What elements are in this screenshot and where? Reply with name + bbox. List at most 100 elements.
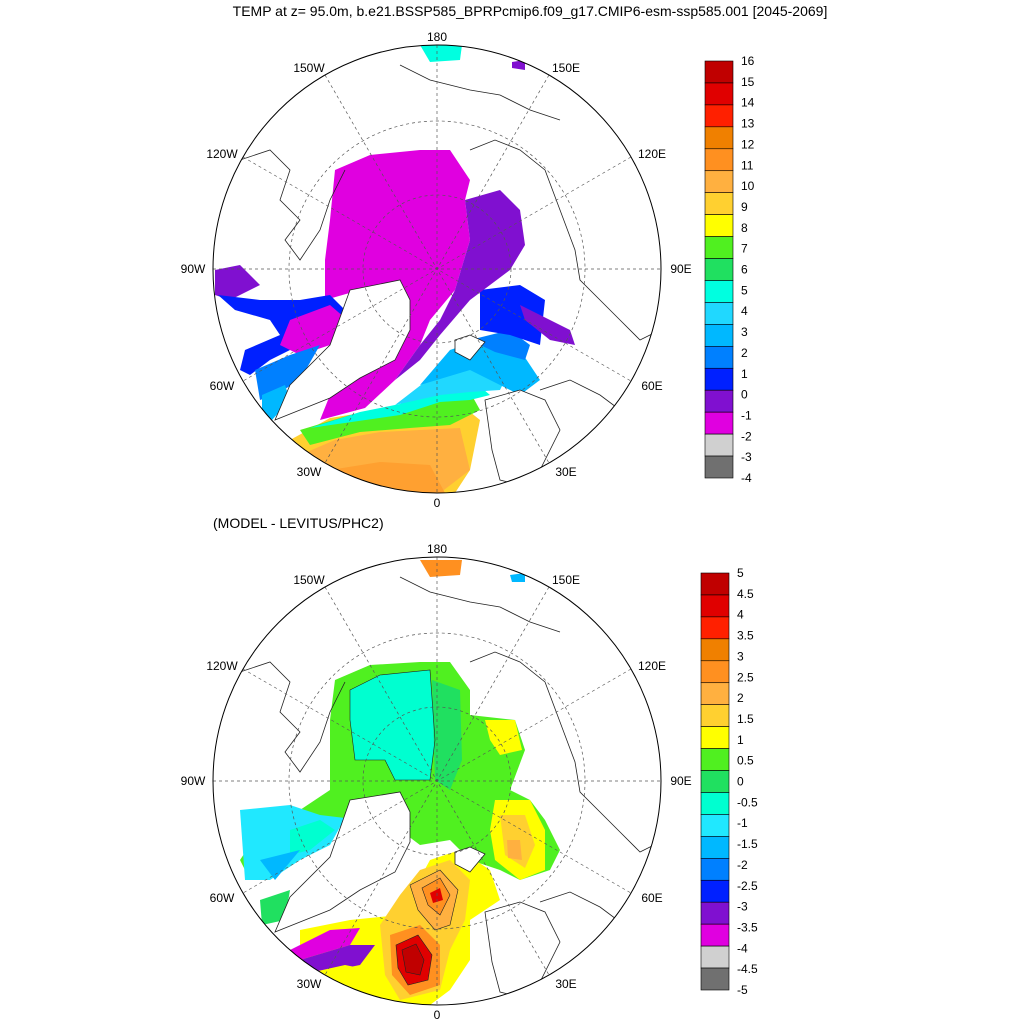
- colorbar-label: -2: [741, 429, 752, 443]
- lon-label: 180: [427, 30, 447, 44]
- colorbar-swatch: [700, 704, 730, 727]
- colorbar-label: 6: [741, 263, 748, 277]
- lon-label: 60W: [210, 379, 235, 393]
- panel-diff: (MODEL - LEVITUS/PHC2): [181, 515, 758, 1022]
- lon-label: 0: [434, 1008, 441, 1022]
- colorbar-label: -2.5: [737, 879, 758, 893]
- colorbar-swatch: [700, 814, 730, 837]
- colorbar-swatch: [700, 748, 730, 771]
- lon-label: 150W: [293, 61, 325, 75]
- lon-label: 60W: [210, 891, 235, 905]
- colorbar-swatch: [700, 879, 730, 903]
- colorbar-label: 0.5: [737, 754, 754, 768]
- lon-label: 60E: [641, 379, 662, 393]
- colorbar-label: -5: [737, 983, 748, 997]
- colorbar-swatch: [704, 302, 734, 325]
- map-boundary-diff: [212, 556, 662, 1006]
- colorbar-label: 0: [741, 388, 748, 402]
- colorbar-label: 10: [741, 179, 755, 193]
- colorbar-label: 16: [741, 54, 755, 68]
- colorbar-swatch: [704, 346, 734, 369]
- colorbar-label: 7: [741, 242, 748, 256]
- colorbar-label: 1: [737, 733, 744, 747]
- lon-label: 90E: [670, 262, 691, 276]
- colorbar-label: 1.5: [737, 712, 754, 726]
- map-field-model: [215, 45, 575, 493]
- colorbar-label: 2: [737, 691, 744, 705]
- colorbar-label: 3: [741, 325, 748, 339]
- map-field-diff: [240, 560, 561, 1005]
- colorbar-label: 1: [741, 367, 748, 381]
- colorbar-label: -1: [737, 816, 748, 830]
- colorbar-swatch: [700, 616, 730, 640]
- colorbar-swatch: [700, 594, 730, 618]
- colorbar-swatch: [704, 60, 734, 84]
- colorbar-label: -1: [741, 408, 752, 422]
- lon-label: 150E: [552, 573, 580, 587]
- colorbar-label: -3: [741, 450, 752, 464]
- colorbar-swatch: [700, 572, 730, 596]
- colorbar-swatch: [704, 258, 734, 281]
- colorbar-label: 3: [737, 649, 744, 663]
- colorbar-label: 13: [741, 117, 755, 131]
- colorbar-label: -1.5: [737, 837, 758, 851]
- colorbar-label: 2: [741, 346, 748, 360]
- colorbar-swatch: [700, 901, 730, 925]
- colorbar-swatch: [700, 945, 730, 969]
- colorbar-label: 8: [741, 221, 748, 235]
- colorbar-label: 11: [741, 158, 754, 172]
- colorbar-swatch: [700, 660, 730, 684]
- colorbar-swatch: [700, 836, 730, 859]
- colorbar-label: -3: [737, 900, 748, 914]
- colorbar-swatch: [704, 82, 734, 106]
- contours-diff: [349, 669, 459, 986]
- colorbar-swatch: [704, 104, 734, 128]
- graticule-diff: [213, 557, 661, 1005]
- colorbar-swatch: [704, 389, 734, 413]
- lon-label: 150W: [293, 573, 325, 587]
- colorbar-swatch: [700, 792, 730, 815]
- colorbar-label: 0: [737, 775, 744, 789]
- graticule-model: [213, 45, 661, 493]
- colorbar-swatch: [704, 170, 734, 193]
- colorbar-label: 2.5: [737, 670, 754, 684]
- colorbar-label: 14: [741, 96, 755, 110]
- colorbar-label: -4: [737, 941, 748, 955]
- colorbar-label: -3.5: [737, 920, 758, 934]
- colorbar-swatch: [700, 858, 730, 881]
- lon-label: 30E: [555, 977, 576, 991]
- lon-label: 0: [434, 496, 441, 510]
- colorbar-swatch: [704, 214, 734, 237]
- lon-label: 150E: [552, 61, 580, 75]
- colorbar-swatch: [700, 923, 730, 947]
- colorbar-swatch: [704, 367, 734, 391]
- lon-label: 120E: [638, 147, 666, 161]
- colorbar-swatch: [700, 726, 730, 749]
- colorbar-swatch: [704, 192, 734, 215]
- colorbar-swatch: [704, 324, 734, 347]
- lon-label: 90E: [670, 774, 691, 788]
- colorbar-swatch: [704, 411, 734, 435]
- colorbar-label: 9: [741, 200, 748, 214]
- lon-label: 30E: [555, 465, 576, 479]
- panel-model: 180 150E 120E 90E 60E 30E 0 30W 60W 90W …: [181, 30, 755, 510]
- colorbar-label: -2: [737, 858, 748, 872]
- colorbar-label: 5: [741, 283, 748, 297]
- lon-labels-diff: 180 150E 120E 90E 60E 30E 0 30W 60W 90W …: [181, 542, 692, 1022]
- colorbar-label: -4.5: [737, 962, 758, 976]
- colorbar-label: 3.5: [737, 629, 754, 643]
- coastlines-diff: [239, 576, 661, 933]
- colorbar-label: 15: [741, 75, 755, 89]
- colorbar-label: -4: [741, 471, 752, 485]
- colorbar-diff: 5 4.5 4 3.5 3 2.5 2 1.5 1 0.5 0 -0.5 -1 -1.5 -2 -2.5 -3 -…: [700, 566, 758, 997]
- colorbar-swatch: [700, 967, 730, 991]
- lon-label: 180: [427, 542, 447, 556]
- colorbar-swatch: [700, 682, 730, 705]
- lon-label: 90W: [181, 774, 206, 788]
- lon-label: 90W: [181, 262, 206, 276]
- lon-label: 60E: [641, 891, 662, 905]
- colorbar-swatch: [704, 126, 734, 150]
- colorbar-swatch: [704, 280, 734, 303]
